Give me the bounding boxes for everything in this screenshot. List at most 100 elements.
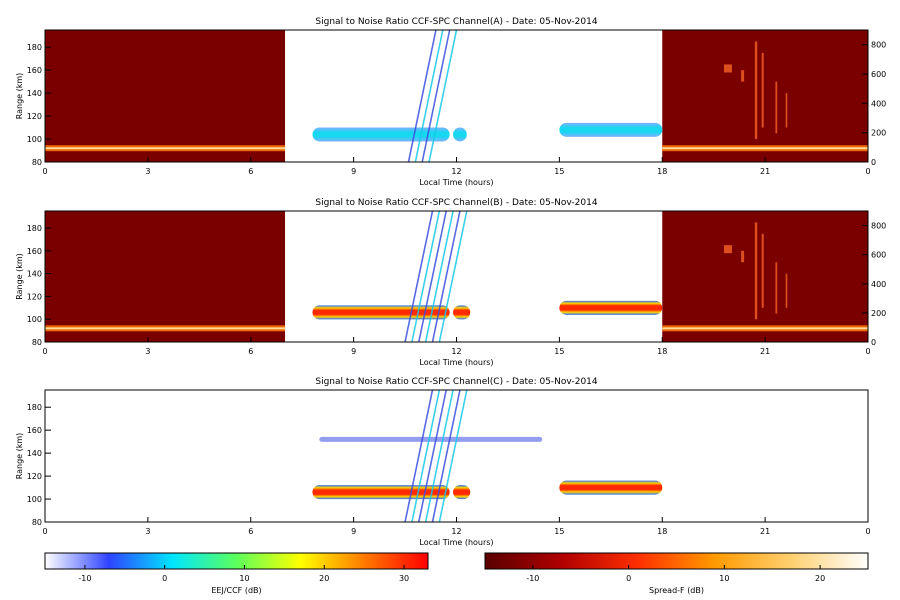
- spread-f-plume: [723, 245, 732, 254]
- echo-region: [312, 485, 450, 500]
- echo-streak: [411, 389, 441, 523]
- colorbar-1: -10 0 10 20 Spread-F (dB): [484, 552, 869, 595]
- spread-f-plume: [741, 250, 745, 263]
- y-tick-label: 180: [27, 43, 42, 52]
- x-tick-label: 0: [865, 167, 870, 176]
- y-axis-label: Range (km): [15, 73, 24, 120]
- panel-b: Signal to Noise Ratio CCF-SPC Channel(B)…: [15, 198, 886, 367]
- spread-f-plume: [761, 233, 764, 308]
- echo-streak: [428, 29, 458, 163]
- y-tick-label: 120: [27, 472, 42, 481]
- y-tick-label: 160: [27, 247, 42, 256]
- echo-streak: [404, 210, 434, 343]
- x-tick-label: 21: [760, 527, 770, 536]
- x-tick-label: 21: [760, 347, 770, 356]
- colorbar-tick-label: -10: [78, 574, 91, 583]
- echo-streak: [438, 210, 468, 343]
- colorbar-label: EEJ/CCF (dB): [211, 586, 261, 595]
- right-y-tick-label: 600: [871, 70, 886, 79]
- y-tick-label: 80: [32, 158, 42, 167]
- right-y-tick-label: 0: [871, 338, 876, 347]
- right-y-tick-label: 400: [871, 280, 886, 289]
- colorbar-tick-label: 10: [719, 574, 729, 583]
- x-tick-label: 15: [554, 347, 564, 356]
- panel-title: Signal to Noise Ratio CCF-SPC Channel(B)…: [315, 198, 597, 208]
- y-tick-label: 160: [27, 66, 42, 75]
- panel-title: Signal to Noise Ratio CCF-SPC Channel(A)…: [315, 17, 597, 27]
- right-y-tick-label: 800: [871, 222, 886, 231]
- echo-streak: [421, 29, 451, 163]
- panel-c: Signal to Noise Ratio CCF-SPC Channel(C)…: [15, 377, 871, 547]
- right-y-tick-label: 200: [871, 129, 886, 138]
- x-tick-label: 0: [42, 167, 47, 176]
- y-tick-label: 120: [27, 292, 42, 301]
- y-tick-label: 180: [27, 403, 42, 412]
- night-segment: [662, 211, 868, 342]
- spread-f-plume: [785, 273, 788, 308]
- x-tick-label: 0: [42, 527, 47, 536]
- echo-region: [559, 480, 663, 495]
- right-y-tick-label: 200: [871, 309, 886, 318]
- echo-region: [559, 300, 663, 315]
- y-tick-label: 140: [27, 89, 42, 98]
- x-tick-label: 6: [248, 527, 253, 536]
- x-tick-label: 21: [760, 167, 770, 176]
- echo-streak: [417, 210, 447, 343]
- x-tick-label: 3: [145, 527, 150, 536]
- x-tick-label: 9: [351, 527, 356, 536]
- echo-region: [453, 305, 471, 320]
- echo-streak: [431, 210, 461, 343]
- echo-streak: [407, 29, 437, 163]
- y-axis-label: Range (km): [15, 253, 24, 300]
- spread-f-plume: [723, 64, 732, 73]
- right-y-tick-label: 800: [871, 41, 886, 50]
- right-y-tick-label: 400: [871, 99, 886, 108]
- x-tick-label: 3: [145, 167, 150, 176]
- x-tick-label: 9: [351, 167, 356, 176]
- x-axis-label: Local Time (hours): [419, 538, 493, 547]
- y-tick-label: 100: [27, 495, 42, 504]
- spread-f-plume: [741, 70, 745, 82]
- colorbar-tick-label: -10: [526, 574, 539, 583]
- y-tick-label: 80: [32, 518, 42, 527]
- spread-f-plume: [761, 52, 764, 128]
- y-tick-label: 80: [32, 338, 42, 347]
- x-tick-label: 12: [451, 167, 461, 176]
- panel-title: Signal to Noise Ratio CCF-SPC Channel(C)…: [315, 377, 598, 387]
- x-tick-label: 0: [865, 347, 870, 356]
- x-tick-label: 18: [657, 167, 667, 176]
- right-y-tick-label: 0: [871, 158, 876, 167]
- echo-streak: [424, 389, 454, 523]
- y-tick-label: 160: [27, 426, 42, 435]
- y-axis-label: Range (km): [15, 433, 24, 480]
- x-tick-label: 12: [451, 347, 461, 356]
- x-tick-label: 18: [657, 347, 667, 356]
- night-segment: [45, 211, 286, 342]
- x-axis-label: Local Time (hours): [419, 358, 493, 367]
- echo-region: [319, 436, 543, 442]
- y-tick-label: 100: [27, 135, 42, 144]
- y-tick-label: 180: [27, 224, 42, 233]
- x-tick-label: 6: [248, 347, 253, 356]
- echo-region: [559, 122, 663, 137]
- echo-region: [453, 485, 471, 500]
- x-tick-label: 9: [351, 347, 356, 356]
- x-tick-label: 15: [554, 527, 564, 536]
- x-tick-label: 0: [42, 347, 47, 356]
- colorbar-tick-label: 30: [399, 574, 409, 583]
- x-tick-label: 3: [145, 347, 150, 356]
- x-tick-label: 6: [248, 167, 253, 176]
- spread-f-plume: [785, 93, 788, 128]
- echo-streak: [414, 29, 444, 163]
- colorbar-tick-label: 0: [626, 574, 631, 583]
- plot-background: [45, 390, 868, 522]
- spread-f-plume: [775, 81, 778, 134]
- x-tick-label: 0: [865, 527, 870, 536]
- y-tick-label: 100: [27, 315, 42, 324]
- echo-streak: [411, 210, 441, 343]
- x-tick-label: 18: [657, 527, 667, 536]
- echo-streak: [424, 210, 454, 343]
- y-tick-label: 120: [27, 112, 42, 121]
- colorbar-tick-label: 20: [815, 574, 825, 583]
